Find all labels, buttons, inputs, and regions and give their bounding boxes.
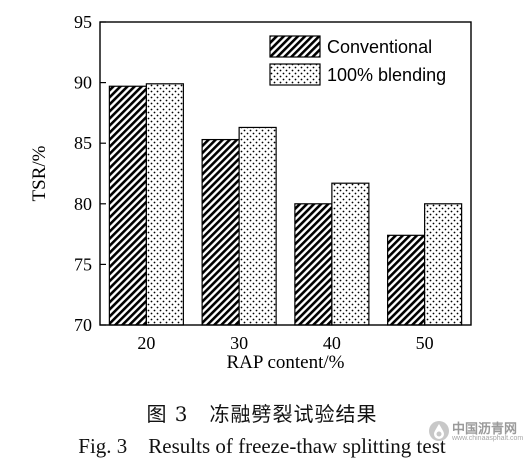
watermark-text: 中国沥青网 — [452, 422, 518, 437]
y-tick-label-95: 95 — [74, 12, 92, 32]
bar-conventional-40 — [294, 203, 333, 326]
y-tick-label-70: 70 — [74, 315, 92, 335]
bar-blending-50 — [424, 203, 463, 326]
x-tick-label-50: 50 — [416, 333, 434, 353]
bar-conventional-30 — [201, 138, 240, 326]
x-tick-label-20: 20 — [137, 333, 155, 353]
legend-label-conventional: Conventional — [327, 37, 432, 57]
bar-conventional-50 — [387, 234, 426, 326]
watermark: 中国沥青网 www.chinaasphalt.com — [428, 418, 523, 448]
x-tick-label-30: 30 — [230, 333, 248, 353]
asphalt-drop-icon — [429, 421, 449, 441]
plot-frame — [99, 21, 472, 326]
x-tick-label-40: 40 — [323, 333, 341, 353]
figure-caption-cn: 图 3 冻融劈裂试验结果 — [146, 402, 378, 426]
legend-label-blending: 100% blending — [327, 65, 446, 85]
y-tick-label-75: 75 — [74, 254, 92, 274]
bar-chart: 20 30 40 50 70 75 80 85 90 95 RAP content/% TSR/% Co… — [29, 12, 472, 373]
bar-blending-30 — [238, 126, 277, 326]
legend-swatch-blending — [269, 63, 321, 86]
bar-blending-20 — [145, 83, 184, 326]
legend-swatch-conventional — [269, 35, 321, 58]
y-tick-label-90: 90 — [74, 73, 92, 93]
y-tick-label-85: 85 — [74, 133, 92, 153]
x-axis-title: RAP content/% — [226, 352, 344, 373]
figure-caption-en: Fig. 3 Results of freeze-thaw splitting … — [78, 434, 446, 458]
y-tick-label-80: 80 — [74, 194, 92, 214]
y-axis-title: TSR/% — [29, 145, 50, 201]
bar-blending-40 — [331, 182, 370, 326]
bar-conventional-20 — [108, 85, 147, 326]
watermark-url: www.chinaasphalt.com — [452, 435, 524, 442]
